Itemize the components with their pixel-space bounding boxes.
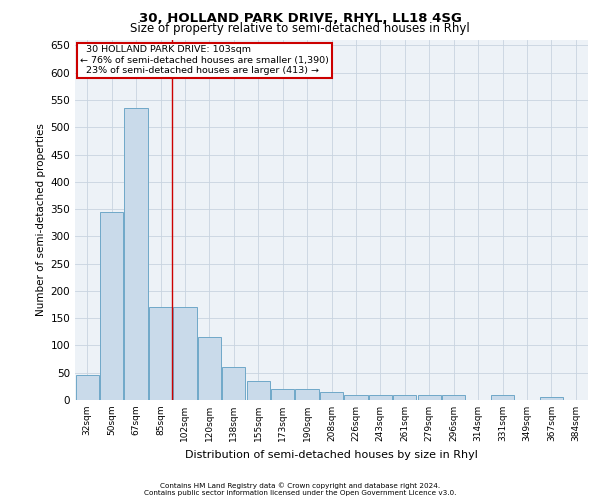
Bar: [295, 389, 319, 400]
Text: Size of property relative to semi-detached houses in Rhyl: Size of property relative to semi-detach…: [130, 22, 470, 35]
Bar: [198, 338, 221, 400]
Bar: [247, 381, 270, 400]
Bar: [149, 308, 172, 400]
Text: Contains public sector information licensed under the Open Government Licence v3: Contains public sector information licen…: [144, 490, 456, 496]
Bar: [271, 389, 294, 400]
Y-axis label: Number of semi-detached properties: Number of semi-detached properties: [36, 124, 46, 316]
Bar: [173, 308, 197, 400]
Bar: [369, 394, 392, 400]
Bar: [393, 394, 416, 400]
Bar: [442, 394, 465, 400]
Bar: [100, 212, 123, 400]
Text: 30, HOLLAND PARK DRIVE, RHYL, LL18 4SG: 30, HOLLAND PARK DRIVE, RHYL, LL18 4SG: [139, 12, 461, 24]
Bar: [418, 394, 441, 400]
Bar: [320, 392, 343, 400]
Text: Contains HM Land Registry data © Crown copyright and database right 2024.: Contains HM Land Registry data © Crown c…: [160, 482, 440, 489]
Bar: [540, 398, 563, 400]
Bar: [344, 394, 368, 400]
Text: 30 HOLLAND PARK DRIVE: 103sqm
← 76% of semi-detached houses are smaller (1,390)
: 30 HOLLAND PARK DRIVE: 103sqm ← 76% of s…: [80, 46, 329, 75]
Bar: [222, 368, 245, 400]
Bar: [124, 108, 148, 400]
X-axis label: Distribution of semi-detached houses by size in Rhyl: Distribution of semi-detached houses by …: [185, 450, 478, 460]
Bar: [76, 376, 99, 400]
Bar: [491, 394, 514, 400]
